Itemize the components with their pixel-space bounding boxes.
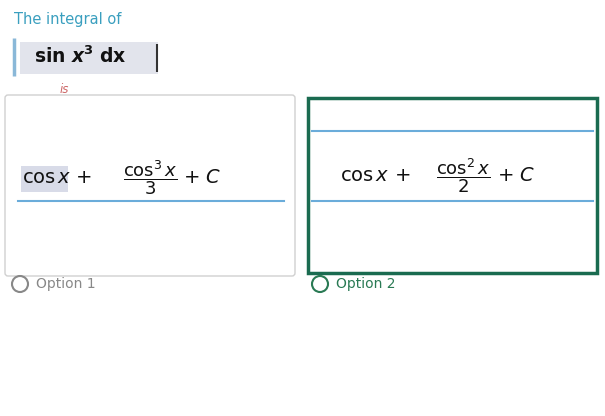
FancyBboxPatch shape (5, 95, 295, 276)
Text: $\dfrac{\cos^2 x}{2}$: $\dfrac{\cos^2 x}{2}$ (436, 157, 490, 196)
FancyBboxPatch shape (308, 98, 597, 273)
Text: Option 1: Option 1 (36, 277, 96, 291)
Text: $+$: $+$ (394, 167, 410, 185)
Text: $\cos x$: $\cos x$ (22, 169, 72, 187)
Text: $+$: $+$ (75, 169, 91, 187)
FancyBboxPatch shape (21, 166, 68, 192)
Text: $\cos x$: $\cos x$ (340, 167, 390, 185)
Text: is: is (60, 83, 70, 96)
Text: $\mathbf{sin}\ \boldsymbol{x}^{\mathbf{3}}\ \mathbf{dx}$: $\mathbf{sin}\ \boldsymbol{x}^{\mathbf{3… (34, 45, 126, 67)
FancyBboxPatch shape (20, 42, 158, 74)
Text: $+\ C$: $+\ C$ (183, 169, 221, 187)
Text: The integral of: The integral of (14, 12, 122, 27)
Text: $+\ C$: $+\ C$ (497, 167, 535, 185)
Text: $\dfrac{\cos^3 x}{3}$: $\dfrac{\cos^3 x}{3}$ (123, 158, 177, 197)
Text: Option 2: Option 2 (336, 277, 396, 291)
